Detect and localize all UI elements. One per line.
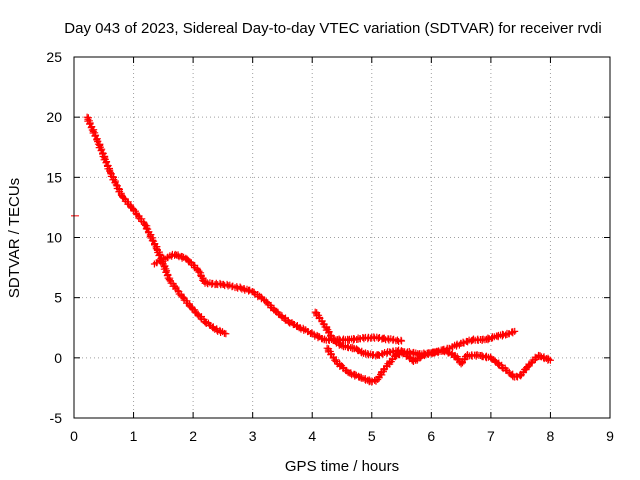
series-trace: [324, 345, 553, 386]
series-track-4: [323, 344, 554, 386]
x-tick-label: 6: [427, 428, 435, 444]
series-trace: [152, 250, 405, 345]
y-tick-label: 10: [46, 230, 62, 246]
axis-ticks: [73, 56, 611, 419]
grid-lines: [74, 57, 610, 418]
y-axis-title: SDTVAR / TECUs: [6, 178, 23, 298]
y-tick-label: 20: [46, 109, 62, 125]
y-tick-label: 5: [54, 290, 62, 306]
y-tick-label: 15: [46, 169, 62, 185]
x-tick-label: 1: [130, 428, 138, 444]
series-trace: [84, 114, 228, 337]
y-tick-labels: -5 0 5 10 15 20 25: [46, 49, 62, 426]
series-track-2: [150, 250, 406, 345]
x-axis-title: GPS time / hours: [285, 458, 399, 475]
x-tick-label: 3: [249, 428, 257, 444]
y-tick-label: 25: [46, 49, 62, 65]
x-tick-label: 4: [308, 428, 316, 444]
y-tick-label: -5: [50, 410, 63, 426]
x-tick-labels: 0 1 2 3 4 5 6 7 8 9: [70, 428, 614, 444]
x-tick-label: 5: [368, 428, 376, 444]
y-tick-label: 0: [54, 350, 62, 366]
x-tick-label: 0: [70, 428, 78, 444]
x-tick-label: 9: [606, 428, 614, 444]
x-tick-label: 7: [487, 428, 495, 444]
data-points: [71, 113, 554, 386]
series-track-1: [83, 113, 230, 338]
x-tick-label: 2: [189, 428, 197, 444]
x-tick-label: 8: [547, 428, 555, 444]
chart-title: Day 043 of 2023, Sidereal Day-to-day VTE…: [64, 20, 601, 37]
